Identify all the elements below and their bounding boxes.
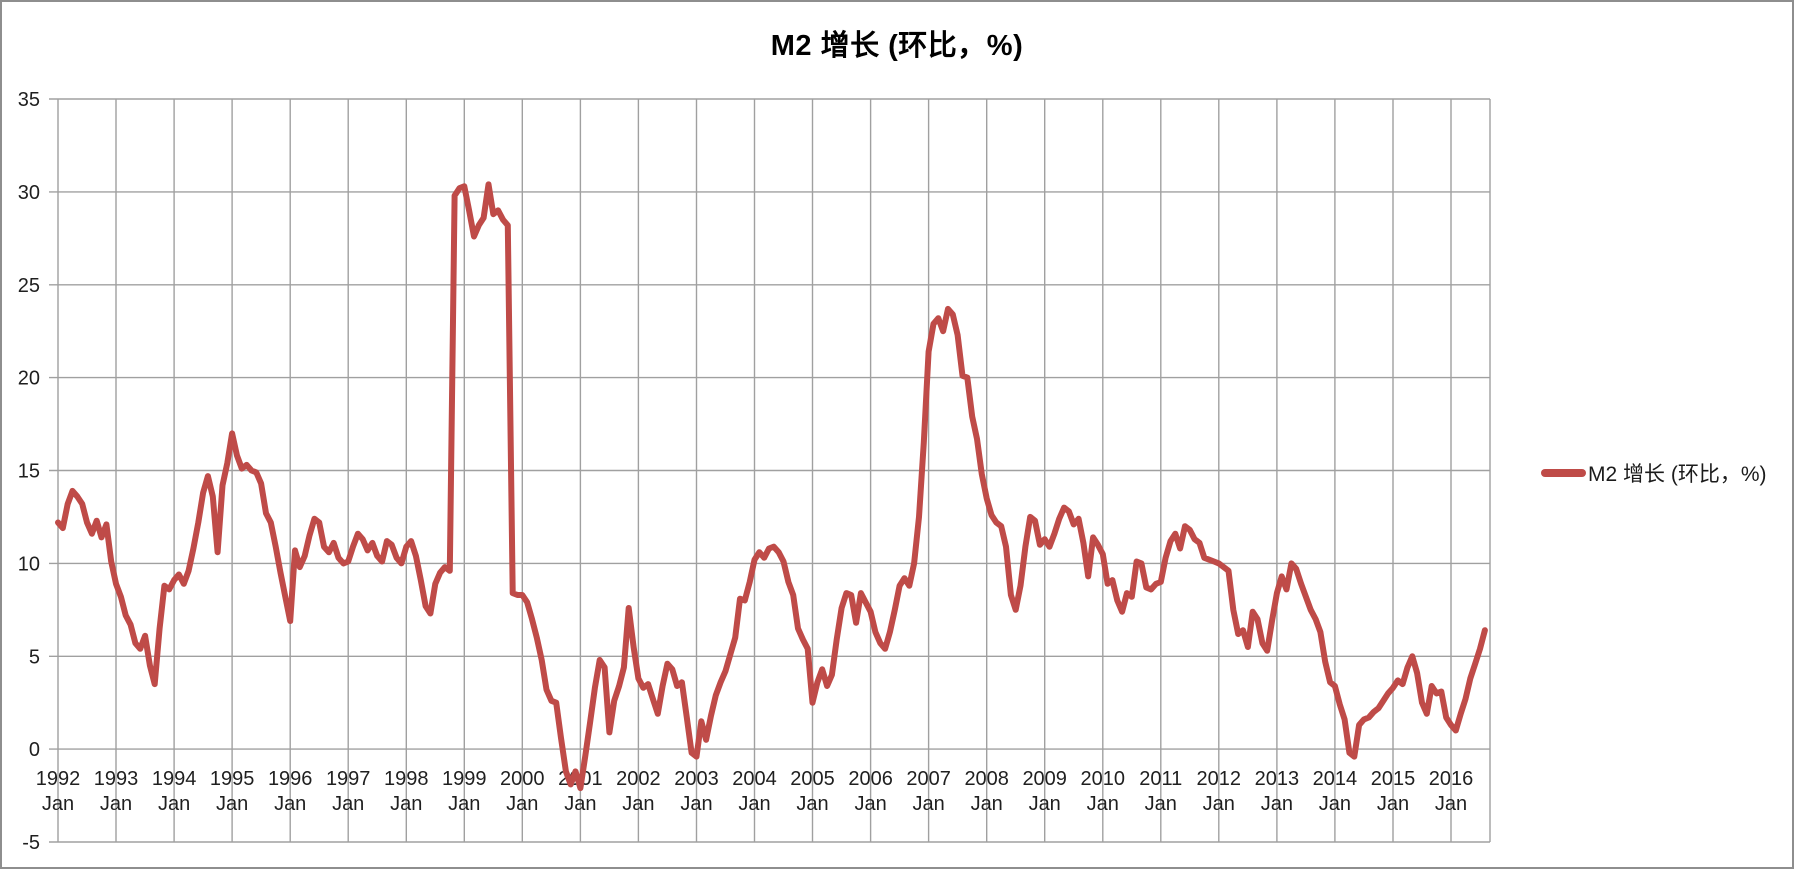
y-axis-tick-label: 20 (18, 368, 40, 390)
x-axis-tick-year-label: 2016 (1429, 768, 1474, 790)
x-axis-tick-year-label: 2013 (1255, 768, 1300, 790)
x-axis-tick-year-label: 2000 (500, 768, 545, 790)
x-axis-tick-year-label: 1993 (94, 768, 139, 790)
y-axis-tick-label: 0 (29, 739, 40, 761)
x-axis-tick-month-label: Jan (1377, 793, 1409, 815)
y-axis-tick-label: 15 (18, 461, 40, 483)
x-axis-tick-month-label: Jan (448, 793, 480, 815)
x-axis-tick-month-label: Jan (216, 793, 248, 815)
x-axis-tick-month-label: Jan (1029, 793, 1061, 815)
y-axis-tick-label: 10 (18, 553, 40, 575)
x-axis-tick-year-label: 1995 (210, 768, 255, 790)
x-axis-tick-month-label: Jan (971, 793, 1003, 815)
x-axis-tick-year-label: 2012 (1197, 768, 1242, 790)
x-axis-tick-year-label: 2004 (732, 768, 777, 790)
x-axis-tick-month-label: Jan (1435, 793, 1467, 815)
x-axis-tick-year-label: 2010 (1081, 768, 1126, 790)
x-axis-tick-year-label: 1996 (268, 768, 313, 790)
x-axis-tick-year-label: 1998 (384, 768, 429, 790)
x-axis-tick-month-label: Jan (332, 793, 364, 815)
legend-label: M2 增长 (环比，%) (1588, 463, 1767, 486)
x-axis-tick-year-label: 1994 (152, 768, 197, 790)
x-axis-tick-month-label: Jan (100, 793, 132, 815)
x-axis-tick-month-label: Jan (1319, 793, 1351, 815)
x-axis-tick-year-label: 1999 (442, 768, 487, 790)
x-axis: 1992 Jan 1993 Jan 1994 Jan 1995 Jan 1996 Jan 1997 J… (36, 768, 1474, 815)
legend: M2 增长 (环比，%) (1541, 458, 1767, 488)
x-axis-tick-year-label: 2005 (790, 768, 835, 790)
y-axis: 35 30 25 20 15 10 5 0 -5 (18, 89, 40, 854)
x-axis-tick-month-label: Jan (1261, 793, 1293, 815)
x-axis-tick-year-label: 2007 (906, 768, 951, 790)
x-axis-tick-month-label: Jan (158, 793, 190, 815)
x-axis-tick-month-label: Jan (1087, 793, 1119, 815)
x-axis-tick-month-label: Jan (564, 793, 596, 815)
x-axis-tick-month-label: Jan (622, 793, 654, 815)
x-axis-tick-month-label: Jan (1145, 793, 1177, 815)
x-axis-tick-month-label: Jan (1203, 793, 1235, 815)
x-axis-tick-month-label: Jan (854, 793, 886, 815)
x-axis-tick-year-label: 1997 (326, 768, 371, 790)
x-axis-tick-month-label: Jan (912, 793, 944, 815)
y-axis-tick-label: -5 (22, 832, 40, 854)
x-axis-tick-year-label: 2002 (616, 768, 661, 790)
x-axis-tick-year-label: 1992 (36, 768, 81, 790)
x-axis-tick-year-label: 2011 (1139, 768, 1182, 790)
x-axis-tick-year-label: 2015 (1371, 768, 1416, 790)
x-axis-tick-year-label: 2014 (1313, 768, 1358, 790)
x-axis-tick-year-label: 2006 (848, 768, 893, 790)
x-axis-tick-year-label: 2003 (674, 768, 719, 790)
x-axis-tick-month-label: Jan (506, 793, 538, 815)
y-axis-tick-label: 30 (18, 182, 40, 204)
x-axis-tick-year-label: 2008 (964, 768, 1009, 790)
x-axis-tick-month-label: Jan (390, 793, 422, 815)
series-line-m2 (55, 181, 1488, 792)
y-axis-tick-label: 35 (18, 89, 40, 111)
x-axis-tick-month-label: Jan (680, 793, 712, 815)
x-axis-tick-year-label: 2009 (1022, 768, 1067, 790)
x-axis-tick-month-label: Jan (274, 793, 306, 815)
y-axis-tick-label: 25 (18, 275, 40, 297)
legend-line-swatch (1541, 469, 1586, 477)
gridlines (49, 98, 1491, 843)
chart-title: M2 增长 (环比，%) (770, 30, 1024, 62)
x-axis-tick-month-label: Jan (738, 793, 770, 815)
x-axis-tick-month-label: Jan (796, 793, 828, 815)
x-axis-tick-month-label: Jan (42, 793, 74, 815)
y-axis-tick-label: 5 (29, 646, 40, 668)
